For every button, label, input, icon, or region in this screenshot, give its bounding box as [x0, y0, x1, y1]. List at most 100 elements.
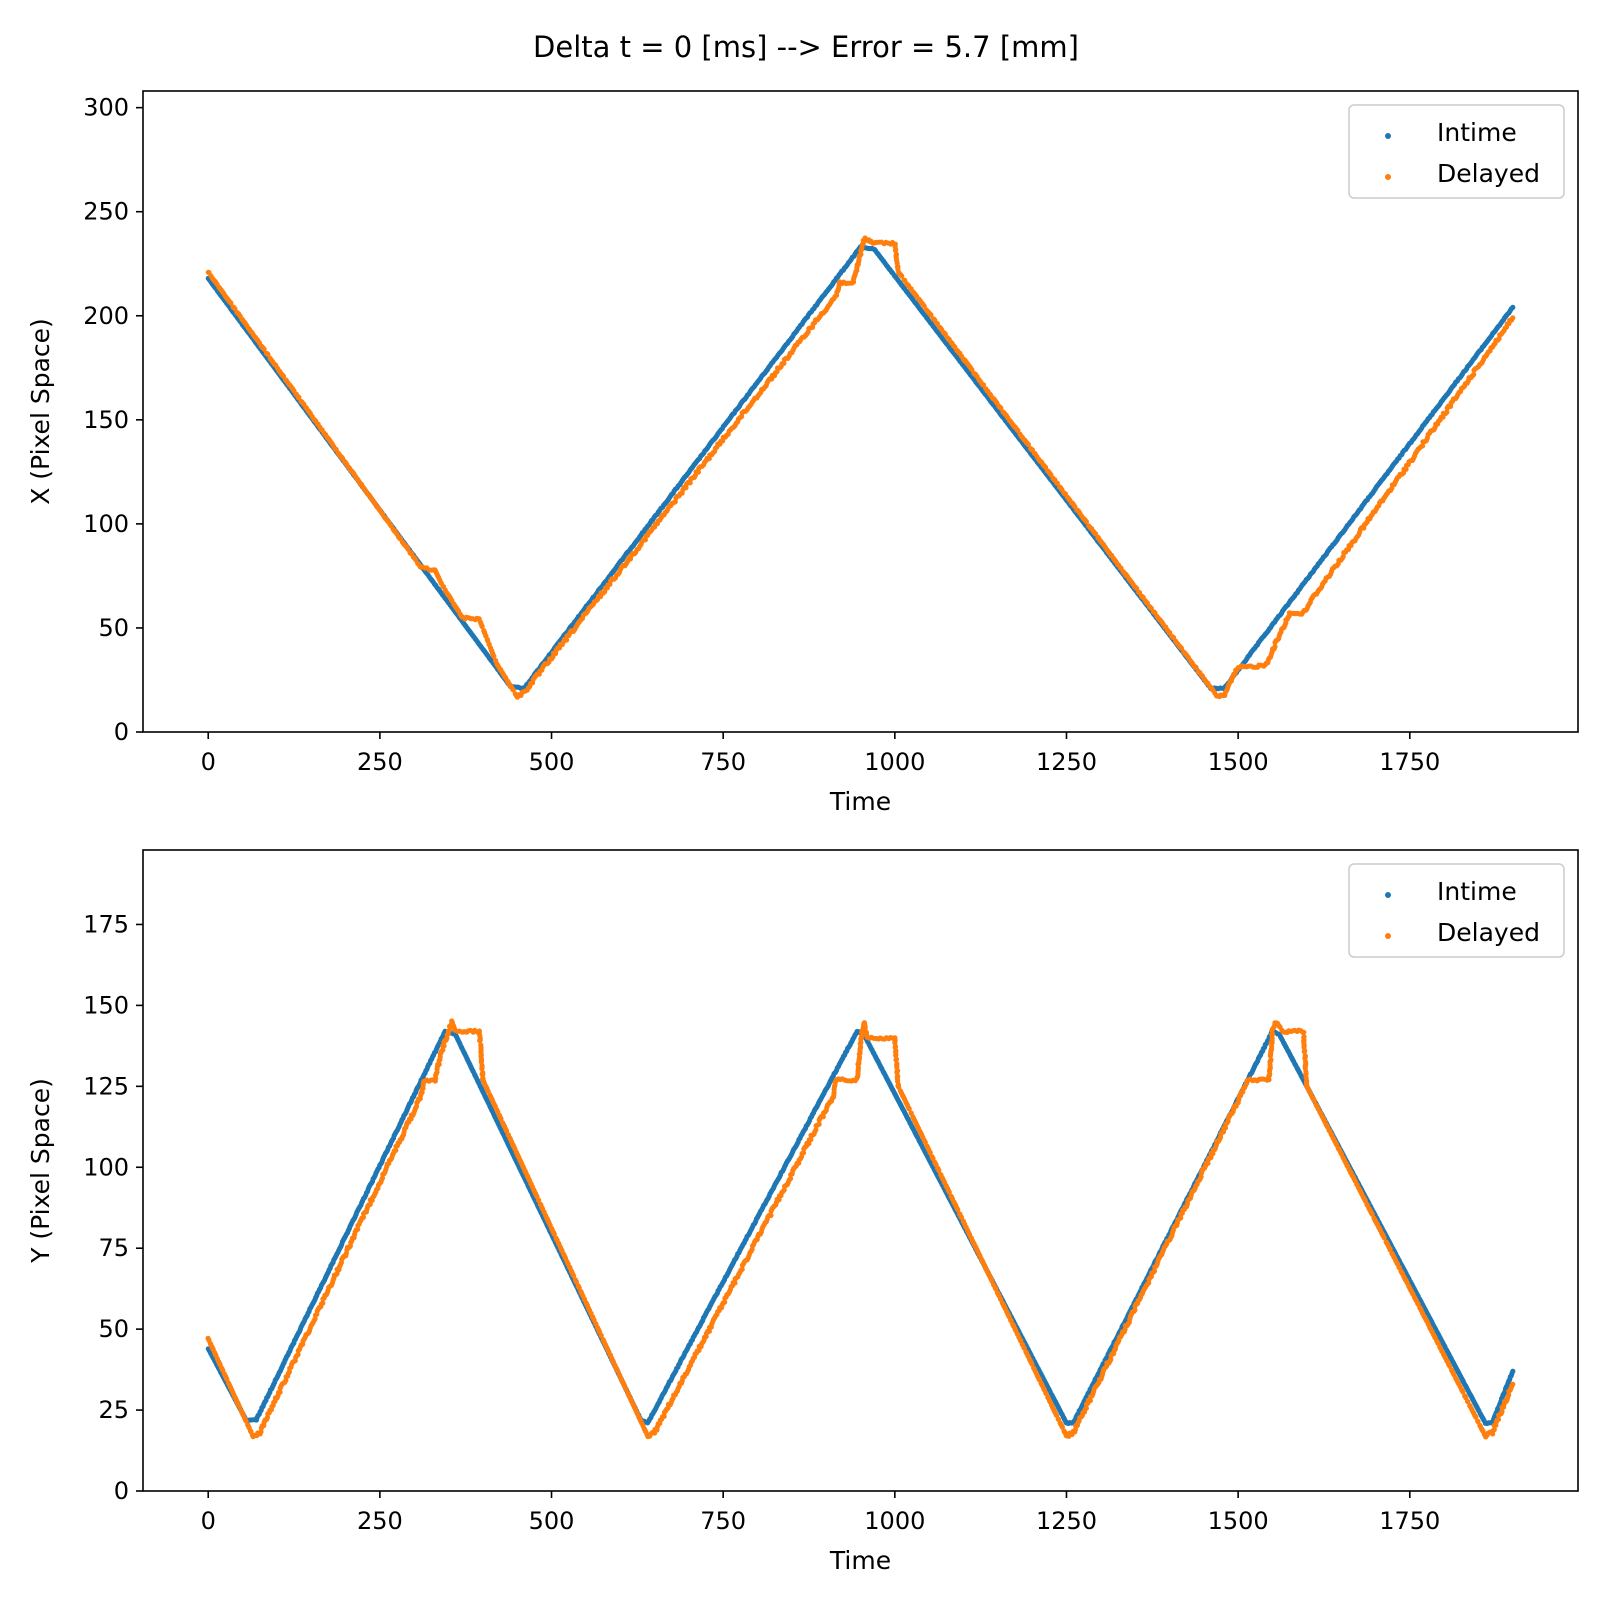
- data-point: [243, 1418, 249, 1424]
- data-point: [927, 1150, 933, 1156]
- data-point: [816, 1121, 822, 1127]
- data-point: [510, 687, 516, 693]
- data-point: [447, 1027, 453, 1033]
- data-point: [1495, 1416, 1502, 1422]
- data-point: [355, 1226, 361, 1232]
- data-point: [781, 360, 787, 366]
- data-point: [806, 1141, 812, 1147]
- x-tick-label: 1000: [864, 748, 925, 776]
- data-point: [573, 1279, 580, 1285]
- data-point: [261, 346, 267, 352]
- data-point: [1272, 644, 1278, 650]
- x-tick-label: 750: [700, 748, 746, 776]
- y-tick-label: 150: [83, 406, 129, 434]
- legend-marker-delayed: [1385, 933, 1391, 939]
- data-point: [1510, 1381, 1516, 1387]
- data-point: [776, 1197, 782, 1203]
- legend-marker-delayed: [1385, 174, 1391, 180]
- series-intime: [205, 244, 1516, 692]
- x-tick-label: 1500: [1208, 1507, 1269, 1535]
- data-point: [800, 1150, 807, 1156]
- data-point: [1059, 1424, 1065, 1430]
- y-tick-label: 150: [83, 991, 129, 1019]
- y-tick-label: 50: [98, 1315, 129, 1343]
- data-point: [1499, 1408, 1505, 1415]
- data-point: [1403, 466, 1409, 472]
- series-delayed: [205, 235, 1516, 700]
- data-point: [265, 351, 271, 358]
- data-point: [360, 1214, 366, 1220]
- data-point: [706, 456, 712, 462]
- x-tick-label: 250: [357, 748, 403, 776]
- legend-label-delayed: Delayed: [1437, 918, 1540, 947]
- y-tick-label: 25: [98, 1396, 129, 1424]
- data-point: [1132, 1307, 1138, 1313]
- data-point: [928, 312, 934, 318]
- y-tick-label: 50: [98, 614, 129, 642]
- x-tick-label: 1000: [864, 1507, 925, 1535]
- data-point: [491, 653, 497, 659]
- data-point: [536, 1197, 542, 1203]
- x-position-panel: 0 250 500 750 1000 1250 1500 175005010015020025…: [26, 90, 1579, 816]
- data-point: [1473, 1414, 1479, 1420]
- y-tick-label: 250: [83, 198, 129, 226]
- data-point: [980, 382, 987, 388]
- figure-title: Delta t = 0 [ms] --> Error = 5.7 [mm]: [533, 30, 1079, 64]
- data-point: [858, 251, 864, 257]
- y-axis-label: X (Pixel Space): [26, 318, 55, 505]
- data-point: [706, 1328, 713, 1334]
- data-point: [479, 623, 485, 630]
- data-point: [623, 1386, 629, 1392]
- data-point: [1460, 1389, 1466, 1395]
- y-tick-label: 100: [83, 510, 129, 538]
- legend-label-delayed: Delayed: [1437, 159, 1540, 188]
- data-point: [1220, 1129, 1227, 1135]
- y-tick-label: 0: [114, 1477, 129, 1505]
- x-tick-label: 1250: [1036, 748, 1097, 776]
- x-axis-label: Time: [829, 1546, 891, 1575]
- axes-frame: [142, 849, 1579, 1492]
- y-tick-label: 0: [114, 718, 129, 746]
- data-point: [1087, 1398, 1093, 1404]
- data-point: [642, 537, 649, 543]
- data-point: [228, 300, 234, 306]
- data-point: [722, 1299, 728, 1305]
- data-point: [440, 1047, 446, 1053]
- data-point: [295, 1351, 301, 1358]
- data-point: [739, 1266, 745, 1272]
- data-point: [998, 405, 1004, 411]
- data-point: [320, 1300, 326, 1306]
- y-tick-label: 125: [83, 1072, 129, 1100]
- data-point: [1083, 1405, 1089, 1411]
- data-point: [296, 394, 302, 400]
- axes-frame: [142, 90, 1579, 733]
- data-point: [1345, 546, 1352, 553]
- data-point: [441, 1043, 447, 1049]
- data-point: [1301, 1049, 1307, 1055]
- x-axis-label: Time: [829, 787, 891, 816]
- y-tick-label: 100: [83, 1153, 129, 1181]
- data-point: [1151, 1268, 1158, 1274]
- data-point: [1054, 480, 1060, 486]
- data-point: [615, 1368, 621, 1374]
- data-point: [732, 1280, 738, 1286]
- data-point: [813, 1127, 819, 1133]
- data-point: [1440, 414, 1446, 420]
- x-tick-label: 0: [201, 748, 216, 776]
- y-axis-label: Y (Pixel Space): [26, 1078, 55, 1264]
- data-point: [1025, 441, 1031, 448]
- data-point: [393, 1147, 399, 1153]
- y-tick-label: 75: [98, 1234, 129, 1262]
- data-point: [1029, 1361, 1035, 1367]
- data-point: [479, 1071, 485, 1078]
- data-point: [1444, 409, 1450, 415]
- data-point: [1510, 304, 1516, 310]
- data-point: [955, 1207, 961, 1213]
- data-point: [571, 1273, 577, 1279]
- x-tick-label: 1500: [1208, 748, 1269, 776]
- data-point: [264, 1414, 271, 1420]
- data-point: [1387, 1246, 1393, 1252]
- x-tick-label: 1250: [1036, 1507, 1097, 1535]
